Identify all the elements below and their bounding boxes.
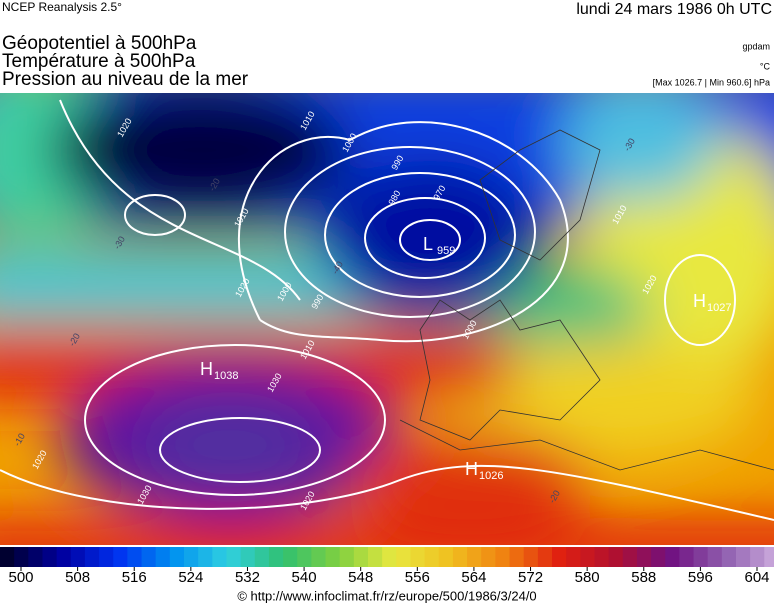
colorbar-swatch (396, 547, 411, 567)
colorbar-tick-label: 500 (8, 569, 33, 586)
colorbar-swatch (481, 547, 496, 567)
map (0, 93, 774, 545)
center-value: 1038 (214, 370, 238, 382)
colorbar-tick-label: 532 (235, 569, 260, 586)
colorbar-swatch (113, 547, 128, 567)
colorbar-swatch (736, 547, 751, 567)
colorbar-swatch (184, 547, 199, 567)
colorbar-swatch (226, 547, 242, 567)
colorbar-swatch (495, 547, 511, 567)
center-value: 1027 (707, 302, 731, 314)
colorbar-swatch (99, 547, 114, 567)
center-letter: H (200, 359, 213, 379)
title: Pression au niveau de la mer (2, 69, 249, 90)
colorbar-tick-label: 572 (518, 569, 543, 586)
colorbar-swatch (339, 547, 355, 567)
colorbar-swatch (750, 547, 765, 567)
colorbar: 500 508 516 524 532 540 548 556 564 572 580 588 596 6… (0, 547, 774, 586)
colorbar-tick-label: 524 (178, 569, 203, 586)
colorbar-swatch (127, 547, 143, 567)
colorbar-tick-label: 540 (292, 569, 317, 586)
colorbar-swatch (594, 547, 610, 567)
colorbar-swatch (212, 547, 227, 567)
colorbar-swatch (452, 547, 468, 567)
center-value: 959 (437, 245, 455, 257)
colorbar-swatch (254, 547, 270, 567)
colorbar-swatch (467, 547, 482, 567)
colorbar-swatch (651, 547, 666, 567)
colorbar-swatch (537, 547, 553, 567)
colorbar-swatch (721, 547, 737, 567)
colorbar-swatch (155, 547, 171, 567)
colorbar-swatch (283, 547, 298, 567)
colorbar-swatch (410, 547, 426, 567)
colorbar-swatch (580, 547, 595, 567)
colorbar-tick-label: 604 (744, 569, 769, 586)
colorbar-tick-label: 508 (65, 569, 90, 586)
footer: © http://www.infoclimat.fr/rz/europe/500… (237, 588, 536, 603)
colorbar-swatch (622, 547, 638, 567)
colorbar-tick-label: 548 (348, 569, 373, 586)
colorbar-swatch (509, 547, 525, 567)
unit: °C (760, 61, 771, 71)
colorbar-swatch (70, 547, 86, 567)
title: Température à 500hPa (2, 51, 196, 72)
colorbar-swatch (353, 547, 369, 567)
unit: gpdam (742, 41, 770, 51)
center-letter: H (693, 291, 706, 311)
colorbar-swatch (764, 547, 774, 567)
colorbar-swatch (0, 547, 15, 567)
center-value: 1026 (479, 470, 503, 482)
colorbar-swatch (311, 547, 327, 567)
colorbar-swatch (297, 547, 312, 567)
colorbar-swatch (325, 547, 341, 567)
colorbar-tick-label: 556 (405, 569, 430, 586)
colorbar-swatch (636, 547, 652, 567)
colorbar-tick-label: 580 (575, 569, 600, 586)
colorbar-tick-label: 596 (688, 569, 713, 586)
unit: [Max 1026.7 | Min 960.6] hPa (653, 77, 770, 87)
title: Géopotentiel à 500hPa (2, 33, 197, 54)
colorbar-swatch (552, 547, 567, 567)
colorbar-swatch (693, 547, 709, 567)
colorbar-tick-label: 588 (631, 569, 656, 586)
center-letter: L (423, 234, 433, 254)
colorbar-swatch (56, 547, 72, 567)
colorbar-swatch (198, 547, 213, 567)
colorbar-swatch (523, 547, 539, 567)
colorbar-swatch (368, 547, 383, 567)
colorbar-swatch (424, 547, 440, 567)
colorbar-swatch (141, 547, 157, 567)
center-letter: H (465, 459, 478, 479)
colorbar-swatch (438, 547, 454, 567)
date: lundi 24 mars 1986 0h UTC (576, 1, 772, 18)
colorbar-swatch (608, 547, 624, 567)
colorbar-swatch (707, 547, 723, 567)
source: NCEP Reanalysis 2.5° (2, 0, 122, 14)
colorbar-swatch (14, 547, 29, 567)
colorbar-swatch (169, 547, 185, 567)
colorbar-swatch (42, 547, 58, 567)
colorbar-tick-label: 516 (122, 569, 147, 586)
colorbar-swatch (240, 547, 256, 567)
colorbar-swatch (566, 547, 581, 567)
colorbar-swatch (679, 547, 695, 567)
colorbar-swatch (268, 547, 284, 567)
colorbar-swatch (28, 547, 43, 567)
colorbar-swatch (665, 547, 680, 567)
colorbar-swatch (382, 547, 397, 567)
colorbar-swatch (84, 547, 100, 567)
colorbar-tick-label: 564 (461, 569, 486, 586)
